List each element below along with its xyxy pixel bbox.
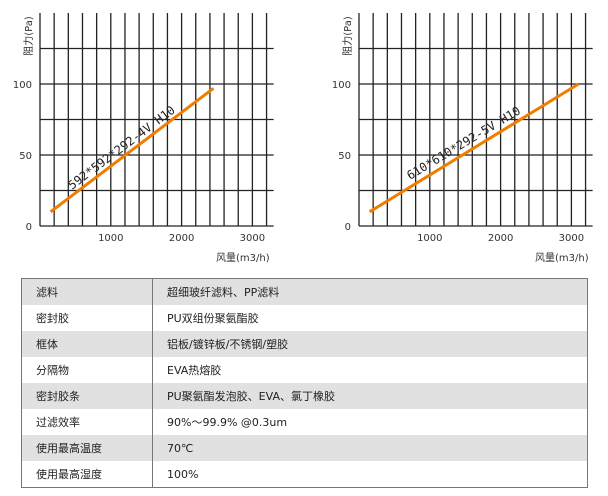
x-tick-label: 3000 xyxy=(559,233,584,244)
table-row: 分隔物 EVA热熔胶 xyxy=(21,357,588,383)
spec-name: 过滤效率 xyxy=(21,409,153,435)
table-row: 框体 铝板/镀锌板/不锈钢/塑胶 xyxy=(21,331,588,357)
spec-value: PU双组份聚氨酯胶 xyxy=(167,312,259,325)
spec-name: 使用最高湿度 xyxy=(21,461,153,488)
x-tick-label: 2000 xyxy=(488,233,513,244)
spec-name: 分隔物 xyxy=(21,357,153,383)
series-line xyxy=(368,82,580,214)
spec-value: 90%～99.9% @0.3um xyxy=(167,416,288,429)
table-row: 密封胶 PU双组份聚氨酯胶 xyxy=(21,305,588,331)
x-tick-label: 2000 xyxy=(169,233,194,244)
series-label: 610*610*292-5V H10 xyxy=(404,104,523,183)
series-line xyxy=(49,87,215,213)
x-axis-label: 风量(m3/h) xyxy=(216,252,270,264)
table-row: 滤料 超细玻纤滤料、PP滤料 xyxy=(21,278,588,305)
y-axis-label: 阻力(Pa) xyxy=(341,16,354,56)
spec-value: 铝板/镀锌板/不锈钢/塑胶 xyxy=(152,331,588,357)
spec-value: EVA热熔胶 xyxy=(167,364,222,377)
table-row: 使用最高湿度 100% xyxy=(21,461,588,488)
x-tick-label: 3000 xyxy=(240,233,265,244)
y-axis-label: 阻力(Pa) xyxy=(22,16,35,56)
x-tick-label: 1000 xyxy=(98,233,123,244)
spec-table: 滤料 超细玻纤滤料、PP滤料 密封胶 PU双组份聚氨酯胶框体 铝板/镀锌板/不锈钢/塑胶… xyxy=(21,278,588,488)
spec-name: 密封胶 xyxy=(21,305,153,331)
y-tick-label: 100 xyxy=(332,80,351,91)
spec-name: 密封胶条 xyxy=(21,383,153,409)
spec-name: 框体 xyxy=(21,331,153,357)
table-row: 过滤效率 90%～99.9% @0.3um xyxy=(21,409,588,435)
y-tick-label: 100 xyxy=(13,80,32,91)
y-tick-label: 50 xyxy=(19,151,32,162)
spec-value: 100% xyxy=(167,467,199,481)
spec-name: 使用最高温度 xyxy=(21,435,153,461)
y-tick-label: 0 xyxy=(345,222,351,233)
table-row: 使用最高温度 70℃ xyxy=(21,435,588,461)
y-tick-label: 0 xyxy=(26,222,32,233)
table-row: 密封胶条 PU聚氨酯发泡胶、EVA、氯丁橡胶 xyxy=(21,383,588,409)
spec-value: PU聚氨酯发泡胶、EVA、氯丁橡胶 xyxy=(152,383,588,409)
y-tick-label: 50 xyxy=(338,151,351,162)
x-axis-label: 风量(m3/h) xyxy=(535,252,589,264)
spec-name: 滤料 xyxy=(21,278,153,305)
chart-2: 0 50 100 1000 2000 3000 阻力(Pa) 风量(m3/h) 610*610*… xyxy=(332,13,593,264)
spec-value: 超细玻纤滤料、PP滤料 xyxy=(152,278,588,305)
spec-value: 70℃ xyxy=(152,435,588,461)
x-tick-label: 1000 xyxy=(417,233,442,244)
